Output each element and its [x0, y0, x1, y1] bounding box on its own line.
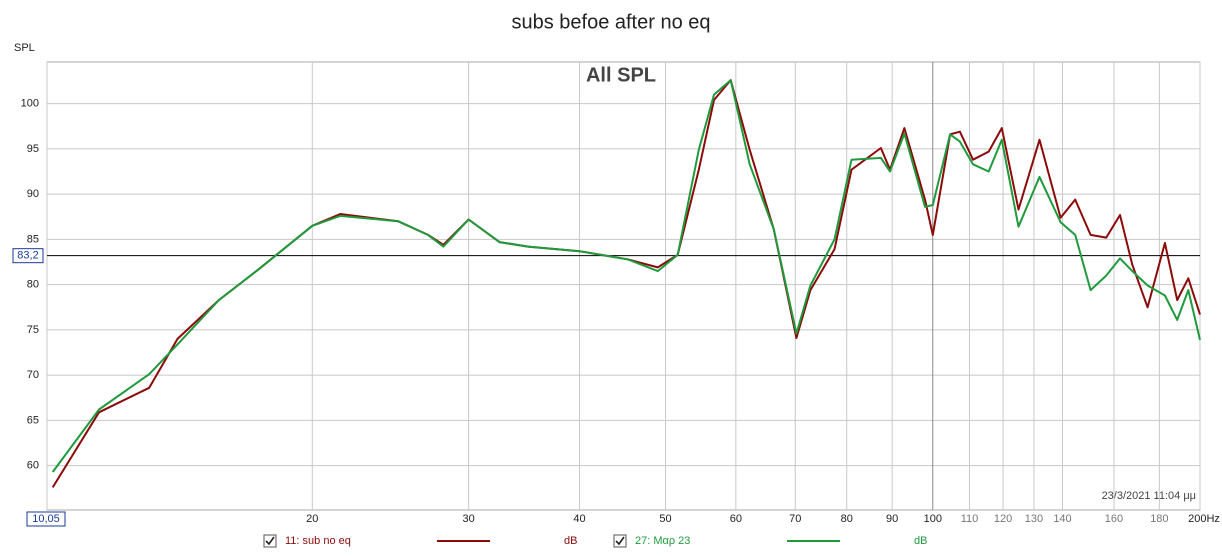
x-tick-label: 90	[886, 513, 898, 525]
legend-unit: dB	[914, 535, 927, 547]
y-tick-label: 90	[27, 188, 39, 200]
series-line	[51, 79, 1201, 473]
x-tick-label: 130	[1025, 513, 1043, 525]
y-tick-label: 60	[27, 460, 39, 472]
timestamp: 23/3/2021 11:04 μμ	[1102, 490, 1196, 502]
x-tick-label: 200Hz	[1188, 513, 1220, 525]
y-tick-label: 65	[27, 414, 39, 426]
y-tick-label: 85	[27, 233, 39, 245]
x-tick-label: 100	[924, 513, 942, 525]
legend-label: 27: Μαρ 23	[635, 535, 690, 547]
legend-unit: dB	[564, 535, 577, 547]
x-tick-label: 80	[841, 513, 853, 525]
legend-check	[615, 536, 625, 546]
legend-check	[265, 536, 275, 546]
x-tick-label: 50	[659, 513, 671, 525]
x-tick-label: 110	[961, 513, 979, 525]
x-tick-label: 20	[306, 513, 318, 525]
annotation: All SPL	[586, 64, 656, 86]
legend-checkbox	[263, 534, 277, 548]
x-start-box	[26, 511, 66, 527]
x-tick-label: 60	[730, 513, 742, 525]
y-tick-label: 80	[27, 279, 39, 291]
x-tick-label: 40	[573, 513, 585, 525]
cursor-label: 83,2	[17, 250, 38, 262]
y-axis-label: SPL	[14, 42, 35, 54]
y-tick-label: 70	[27, 369, 39, 381]
x-tick-label: 180	[1150, 513, 1168, 525]
x-tick-label: 10,05	[32, 513, 60, 525]
x-tick-label: 120	[994, 513, 1012, 525]
x-tick-label: 70	[789, 513, 801, 525]
y-tick-label: 100	[21, 98, 39, 110]
y-tick-label: 75	[27, 324, 39, 336]
x-tick-label: 30	[462, 513, 474, 525]
y-tick-label: 95	[27, 143, 39, 155]
legend-checkbox	[613, 534, 627, 548]
chart-title: subs befoe after no eq	[511, 11, 710, 33]
cursor-box	[12, 248, 44, 264]
x-tick-label: 160	[1105, 513, 1123, 525]
legend-label: 11: sub no eq	[285, 535, 351, 547]
x-tick-label: 140	[1053, 513, 1071, 525]
plot-area	[46, 61, 1201, 511]
